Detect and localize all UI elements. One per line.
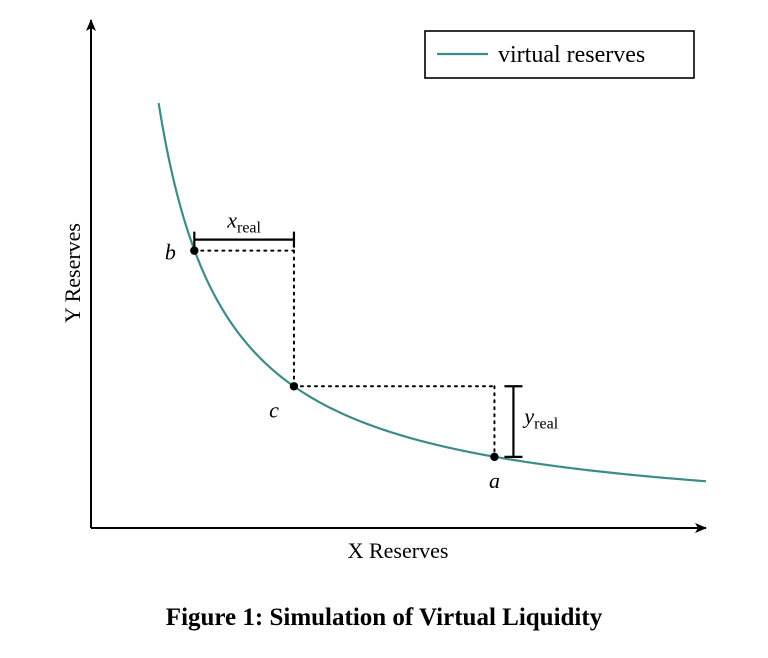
y-real-label: yreal xyxy=(522,404,558,433)
x-axis-title: X Reserves xyxy=(348,538,449,563)
chart: X Reserves Y Reserves bca xreal yreal vi… xyxy=(60,19,707,563)
y-real-subscript: real xyxy=(534,416,559,433)
point-a xyxy=(490,452,499,462)
point-label-b: b xyxy=(165,240,176,265)
figure-caption: Figure 1: Simulation of Virtual Liquidit… xyxy=(165,604,603,631)
point-c xyxy=(289,382,299,391)
virtual-reserves-curve xyxy=(157,102,707,483)
points: b c a xyxy=(165,240,500,493)
brackets xyxy=(193,231,523,458)
legend-label: virtual reserves xyxy=(498,42,645,68)
x-real-main: x xyxy=(226,208,237,233)
point-b xyxy=(190,246,199,255)
y-real-main: y xyxy=(522,404,534,429)
point-label-a: a xyxy=(489,468,500,493)
legend: virtual reserves xyxy=(424,30,695,79)
y-axis-title: Y Reserves xyxy=(60,223,85,323)
point-label-c: c xyxy=(269,397,279,422)
x-real-label: xreal xyxy=(226,208,261,237)
guide-lines xyxy=(193,249,496,458)
x-real-subscript: real xyxy=(237,220,262,237)
